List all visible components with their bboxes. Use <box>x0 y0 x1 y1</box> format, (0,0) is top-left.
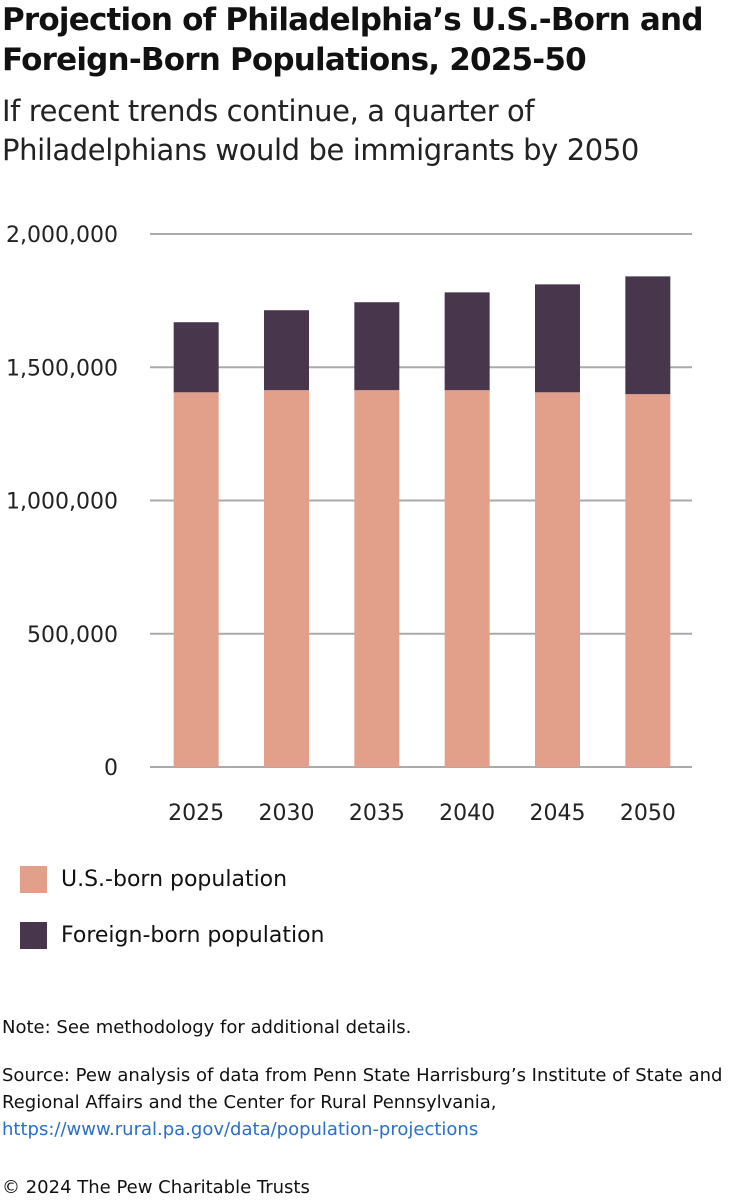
copyright: © 2024 The Pew Charitable Trusts <box>2 1177 310 1198</box>
bar-us-born <box>535 392 580 767</box>
bar-foreign-born <box>354 302 400 391</box>
legend-swatch-us-born <box>20 866 47 893</box>
bar-us-born <box>264 390 309 767</box>
x-tick-label: 2040 <box>439 801 495 826</box>
bar-us-born <box>625 394 671 767</box>
bar-chart: 0 500,000 1,000,000 1,500,000 2,000,000 2025 2… <box>6 223 692 826</box>
y-tick-label: 1,000,000 <box>6 490 118 515</box>
bar-us-born <box>173 392 219 767</box>
bar-foreign-born <box>173 322 219 393</box>
bar-foreign-born <box>625 276 671 395</box>
y-tick-label: 500,000 <box>27 623 118 648</box>
legend-swatch-foreign-born <box>20 922 47 949</box>
x-tick-label: 2030 <box>259 801 315 826</box>
bar-us-born <box>354 390 400 767</box>
y-tick-label: 0 <box>104 756 118 781</box>
x-tick-label: 2045 <box>530 801 586 826</box>
x-tick-label: 2050 <box>620 801 676 826</box>
bar-foreign-born <box>535 284 580 393</box>
source-link[interactable]: https://www.rural.pa.gov/data/population… <box>2 1119 479 1140</box>
y-tick-label: 2,000,000 <box>6 223 118 248</box>
x-tick-label: 2025 <box>168 801 224 826</box>
y-tick-label: 1,500,000 <box>6 356 118 381</box>
source-text: Source: Pew analysis of data from Penn S… <box>2 1065 723 1113</box>
bar-foreign-born <box>444 292 490 391</box>
chart-title: Projection of Philadelphia’s U.S.-Born a… <box>2 2 704 78</box>
x-tick-label: 2035 <box>349 801 405 826</box>
source: Source: Pew analysis of data from Penn S… <box>2 1062 727 1143</box>
bar-us-born <box>444 390 490 767</box>
legend-label: Foreign-born population <box>61 923 325 948</box>
note: Note: See methodology for additional det… <box>2 1017 412 1038</box>
legend-item-us-born: U.S.-born population <box>20 866 287 893</box>
legend-item-foreign-born: Foreign-born population <box>20 922 324 949</box>
bar-foreign-born <box>264 310 309 391</box>
legend-label: U.S.-born population <box>61 867 288 892</box>
chart-subtitle: If recent trends continue, a quarter of … <box>2 94 639 167</box>
